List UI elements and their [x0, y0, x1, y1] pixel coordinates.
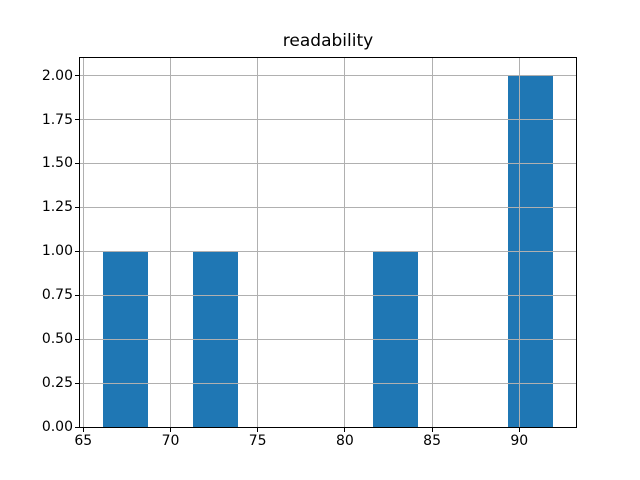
y-gridline	[80, 119, 576, 120]
y-tick-label: 1.75	[41, 111, 73, 128]
y-tick-label: 1.25	[41, 199, 73, 216]
x-gridline	[170, 58, 171, 427]
x-gridline	[344, 58, 346, 427]
x-tick-label: 85	[423, 433, 442, 449]
x-tick-mark	[344, 428, 346, 432]
x-tick-label: 80	[335, 433, 354, 449]
y-tick-mark	[75, 75, 79, 77]
x-tick-mark	[170, 428, 171, 432]
y-tick-mark	[75, 382, 79, 384]
plot-area	[79, 57, 577, 428]
x-tick-label: 65	[74, 433, 93, 449]
x-tick-mark	[82, 428, 84, 432]
y-tick-label: 0.25	[41, 375, 73, 392]
x-tick-label: 90	[510, 433, 529, 449]
y-tick-label: 0.00	[41, 419, 73, 435]
y-tick-mark	[75, 250, 79, 252]
y-tick-label: 2.00	[41, 67, 73, 84]
y-gridline	[80, 162, 576, 164]
y-tick-label: 0.75	[41, 287, 73, 304]
x-gridline	[518, 58, 520, 427]
y-gridline	[80, 75, 576, 77]
x-gridline	[82, 58, 84, 427]
y-gridline	[80, 338, 576, 340]
x-tick-label: 75	[248, 433, 267, 449]
y-tick-mark	[75, 426, 79, 428]
y-gridline	[80, 294, 576, 296]
x-tick-mark	[257, 428, 259, 432]
y-tick-mark	[75, 338, 79, 340]
y-tick-mark	[75, 294, 79, 296]
grid-layer	[80, 58, 576, 428]
y-tick-label: 1.50	[41, 155, 73, 172]
x-tick-mark	[518, 428, 520, 432]
y-gridline	[80, 250, 576, 252]
y-tick-label: 0.50	[41, 331, 73, 348]
x-tick-mark	[431, 428, 433, 432]
y-tick-mark	[75, 119, 79, 120]
x-gridline	[257, 58, 259, 427]
y-tick-label: 1.00	[41, 243, 73, 260]
x-tick-label: 70	[161, 433, 180, 449]
x-gridline	[431, 58, 433, 427]
y-gridline	[80, 382, 576, 384]
y-gridline	[80, 426, 576, 428]
y-gridline	[80, 206, 576, 208]
y-tick-mark	[75, 206, 79, 208]
y-tick-mark	[75, 162, 79, 164]
chart-title: readability	[282, 31, 374, 51]
